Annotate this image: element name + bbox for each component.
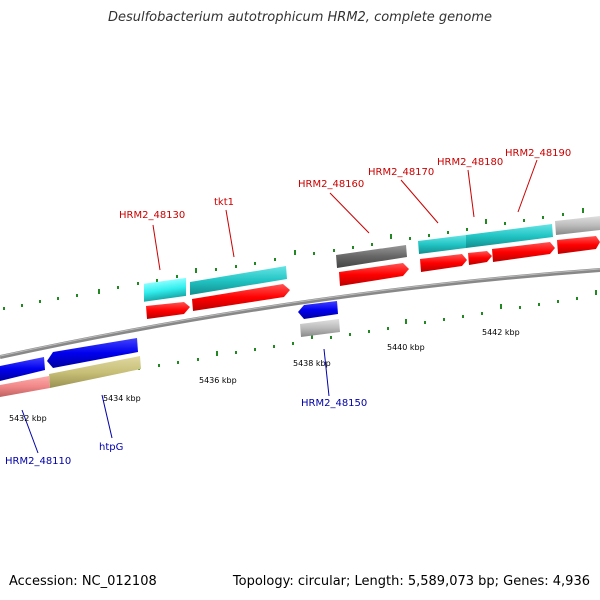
gene-label[interactable]: HRM2_48150 (301, 398, 367, 409)
scale-label: 5434 kbp (103, 394, 141, 403)
scale-label: 5432 kbp (9, 414, 47, 423)
gene-htpG[interactable] (49, 356, 141, 388)
forward-strand-genes (144, 216, 600, 319)
gene-label[interactable]: htpG (99, 442, 123, 453)
cds-HRM2_48150[interactable] (298, 301, 338, 319)
gene-label[interactable]: HRM2_48180 (437, 157, 503, 168)
scale-label: 5442 kbp (482, 328, 520, 337)
cds-HRM2_48130[interactable] (146, 302, 190, 319)
gene-tkt1[interactable] (190, 266, 287, 295)
scale-labels: 5432 kbp 5434 kbp 5436 kbp 5438 kbp 5440… (9, 328, 520, 423)
gene-HRM2_48150[interactable] (300, 319, 340, 337)
gene-HRM2_48110[interactable] (0, 376, 50, 397)
genome-summary-text: Topology: circular; Length: 5,589,073 bp… (232, 574, 590, 589)
gene-HRM2_48130[interactable] (144, 277, 186, 302)
cds-HRM2_48190a[interactable] (492, 242, 555, 262)
scale-label: 5440 kbp (387, 343, 425, 352)
scale-label: 5438 kbp (293, 359, 331, 368)
cds-left-blue[interactable] (0, 357, 45, 381)
top-gene-labels: HRM2_48130 tkt1 HRM2_48160 HRM2_48170 HR… (119, 148, 571, 221)
cds-HRM2_48160[interactable] (339, 263, 409, 286)
gene-HRM2_48180[interactable] (466, 224, 553, 248)
cds-HRM2_48190b[interactable] (557, 236, 600, 254)
accession-text: Accession: NC_012108 (9, 574, 157, 589)
reverse-strand-genes (0, 301, 340, 397)
cds-HRM2_48170[interactable] (420, 254, 467, 272)
genome-backbone (0, 268, 600, 359)
bottom-gene-labels: HRM2_48150 htpG HRM2_48110 (5, 398, 367, 467)
gene-label[interactable]: HRM2_48110 (5, 456, 71, 467)
label-leaders (21, 159, 538, 454)
cds-tkt1[interactable] (192, 284, 290, 311)
gene-label[interactable]: tkt1 (214, 197, 234, 208)
gene-HRM2_48170[interactable] (418, 235, 466, 254)
scale-label: 5436 kbp (199, 376, 237, 385)
gene-htpG-cds[interactable] (47, 338, 138, 368)
gene-label[interactable]: HRM2_48160 (298, 179, 364, 190)
cds-HRM2_48180[interactable] (468, 251, 492, 265)
gene-HRM2_48160[interactable] (336, 245, 407, 268)
gene-label[interactable]: HRM2_48190 (505, 148, 571, 159)
gene-label[interactable]: HRM2_48130 (119, 210, 185, 221)
gene-HRM2_48190[interactable] (555, 216, 600, 235)
gene-label[interactable]: HRM2_48170 (368, 167, 434, 178)
genome-backbone-highlight (0, 268, 600, 357)
genome-title: Desulfobacterium autotrophicum HRM2, com… (107, 10, 493, 25)
